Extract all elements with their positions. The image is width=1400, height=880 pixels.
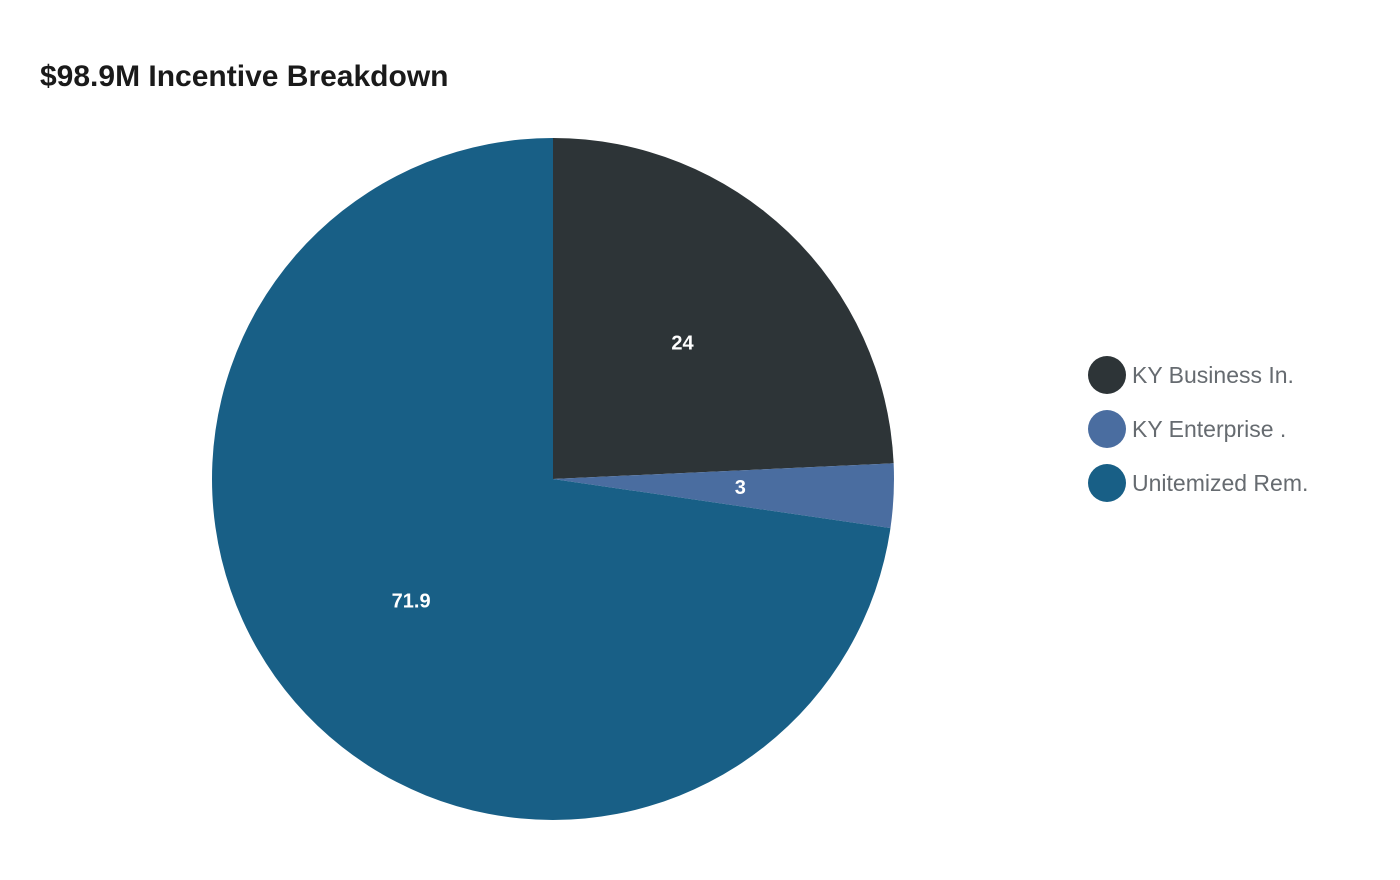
pie-slice-0 bbox=[553, 138, 894, 479]
legend-label-1: KY Enterprise . bbox=[1132, 415, 1287, 442]
pie-slice-2 bbox=[212, 138, 891, 821]
pie-slice-label-0: 24 bbox=[671, 332, 694, 354]
pie-slice-1 bbox=[553, 463, 894, 529]
legend-swatch-2 bbox=[1088, 464, 1126, 502]
legend-item-1: KY Enterprise . bbox=[1088, 410, 1308, 448]
legend-item-0: KY Business In. bbox=[1088, 356, 1308, 394]
pie-slices bbox=[212, 138, 894, 821]
legend: KY Business In. KY Enterprise . Unitemized… bbox=[1088, 356, 1308, 518]
pie-slice-labels: 24 3 71.9 bbox=[392, 332, 746, 612]
chart-title: $98.9M Incentive Breakdown bbox=[40, 60, 449, 93]
legend-swatch-0 bbox=[1088, 356, 1126, 394]
legend-label-2: Unitemized Rem. bbox=[1132, 469, 1309, 496]
legend-item-2: Unitemized Rem. bbox=[1088, 464, 1308, 502]
legend-swatch-1 bbox=[1088, 410, 1126, 448]
pie-slice-label-2: 71.9 bbox=[392, 591, 431, 613]
pie-slice-label-1: 3 bbox=[735, 477, 746, 499]
legend-label-0: KY Business In. bbox=[1132, 361, 1294, 388]
